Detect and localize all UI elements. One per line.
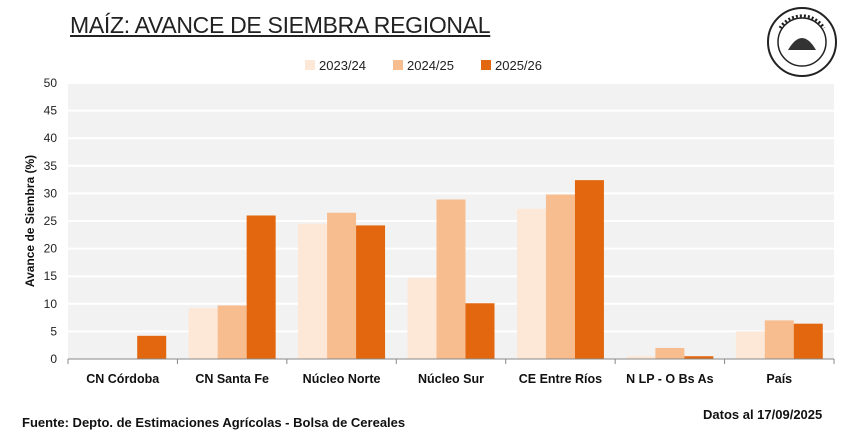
bar-2023-24-4 bbox=[516, 208, 546, 359]
legend-swatch bbox=[305, 60, 315, 70]
bolsa-de-cereales-logo bbox=[767, 7, 837, 77]
bar-2024-25-1 bbox=[217, 305, 247, 359]
x-tick-label: Núcleo Norte bbox=[303, 372, 381, 386]
y-tick-label: 15 bbox=[44, 269, 58, 283]
bar-2025-26-2 bbox=[356, 225, 386, 359]
y-tick-label: 0 bbox=[50, 352, 57, 366]
x-tick-label: CN Córdoba bbox=[86, 372, 160, 386]
bar-2023-24-2 bbox=[298, 223, 328, 359]
y-tick-label: 5 bbox=[50, 324, 57, 338]
y-tick-label: 45 bbox=[44, 104, 58, 118]
y-axis-label: Avance de Siembra (%) bbox=[23, 155, 37, 287]
bar-2023-24-5 bbox=[626, 356, 656, 359]
x-tick-label: N LP - O Bs As bbox=[626, 372, 714, 386]
source-note: Fuente: Depto. de Estimaciones Agrícolas… bbox=[22, 415, 406, 430]
bar-2025-26-0 bbox=[137, 335, 167, 359]
bar-2025-26-6 bbox=[793, 323, 823, 359]
bar-2024-25-2 bbox=[327, 212, 357, 359]
legend-swatch bbox=[481, 60, 491, 70]
bar-2025-26-1 bbox=[246, 215, 276, 359]
bar-2024-25-3 bbox=[436, 199, 466, 359]
y-tick-label: 10 bbox=[44, 297, 58, 311]
x-tick-label: CN Santa Fe bbox=[195, 372, 269, 386]
y-tick-label: 50 bbox=[44, 76, 58, 90]
y-tick-label: 20 bbox=[44, 242, 58, 256]
bar-2023-24-1 bbox=[188, 308, 218, 359]
bar-2025-26-5 bbox=[684, 356, 714, 359]
bar-2025-26-3 bbox=[465, 303, 495, 359]
y-tick-label: 35 bbox=[44, 159, 58, 173]
x-tick-label: País bbox=[766, 372, 792, 386]
date-note: Datos al 17/09/2025 bbox=[703, 407, 823, 422]
legend-label: 2025/26 bbox=[495, 58, 542, 73]
y-tick-label: 40 bbox=[44, 131, 58, 145]
y-tick-label: 30 bbox=[44, 186, 58, 200]
bar-2024-25-4 bbox=[545, 194, 575, 359]
bar-2025-26-4 bbox=[574, 180, 604, 359]
bar-2024-25-5 bbox=[655, 347, 685, 359]
bar-2023-24-3 bbox=[407, 277, 437, 359]
legend-label: 2024/25 bbox=[407, 58, 454, 73]
bar-2023-24-6 bbox=[735, 331, 765, 359]
chart-title: MAÍZ: AVANCE DE SIEMBRA REGIONAL bbox=[70, 12, 491, 38]
y-tick-label: 25 bbox=[44, 214, 58, 228]
x-tick-label: Núcleo Sur bbox=[418, 372, 484, 386]
legend-label: 2023/24 bbox=[319, 58, 366, 73]
legend-swatch bbox=[393, 60, 403, 70]
bar-2024-25-6 bbox=[764, 320, 794, 359]
x-tick-label: CE Entre Ríos bbox=[519, 372, 602, 386]
